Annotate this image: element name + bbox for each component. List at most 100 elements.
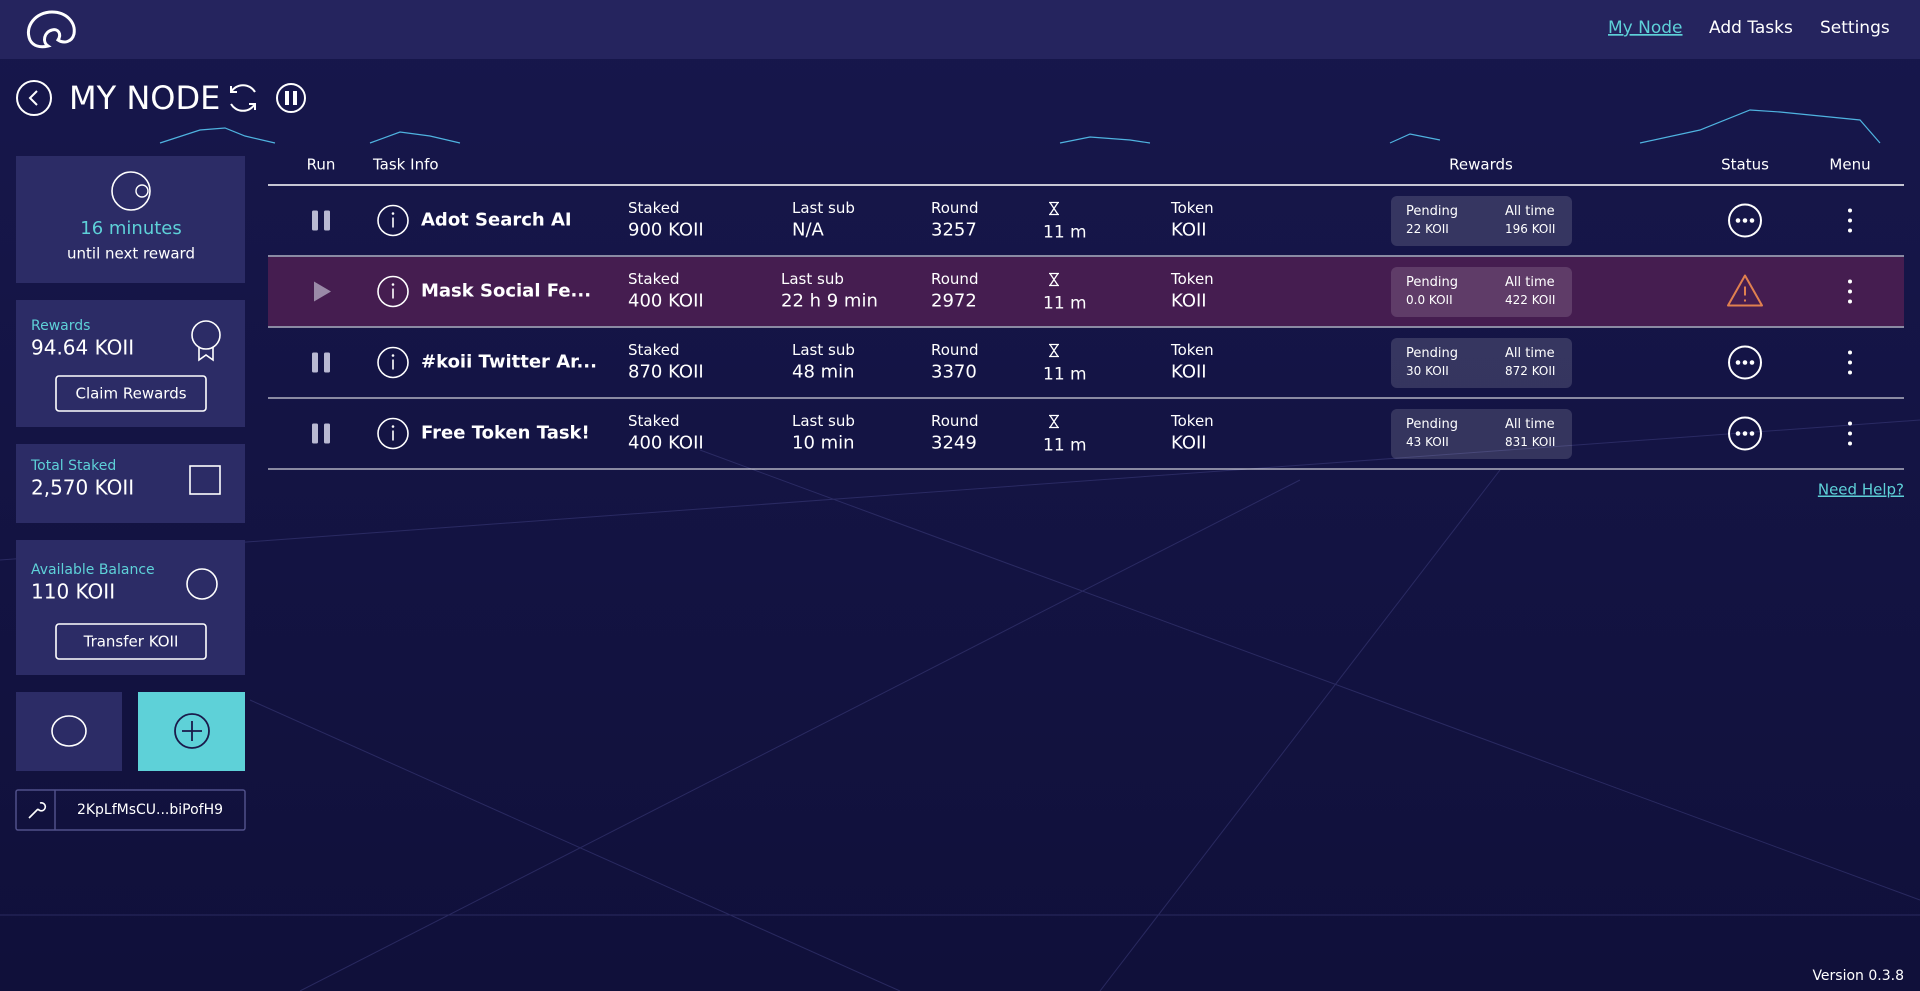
info-icon[interactable] [377,346,409,379]
pause-bar[interactable] [312,352,318,373]
nav-link[interactable]: My Node [1608,18,1683,38]
column-header: Rewards [1449,156,1513,174]
status-icon[interactable] [1728,203,1762,238]
pause-all-button[interactable] [276,83,306,113]
rewards-value: 94.64 KOII [31,336,134,360]
timer-value: 11 m [1043,436,1087,456]
add-icon-plus [182,721,202,741]
status-icon[interactable] [1728,345,1762,380]
staked-label: Staked [628,270,680,288]
back-button[interactable] [16,80,52,116]
claim-rewards-button[interactable] [55,375,207,412]
help-link[interactable]: Need Help? [1818,481,1904,499]
menu-dot[interactable] [1848,218,1852,223]
menu-dot[interactable] [1848,279,1852,284]
rewards-box [1391,267,1572,317]
last-sub-label: Last sub [792,341,855,359]
menu-dot[interactable] [1848,208,1852,213]
column-header: Run [307,156,336,174]
claim-rewards-label[interactable]: Claim Rewards [75,385,186,403]
menu-dot[interactable] [1848,431,1852,436]
token-value: KOII [1171,291,1207,312]
page-title: MY NODE [69,79,220,117]
mountain-lines [159,109,1881,144]
back-arrow [28,90,38,106]
timer-icon-dot [135,184,149,198]
status-dot [1742,218,1748,223]
pause-bar[interactable] [324,352,330,373]
column-header: Menu [1829,156,1870,174]
last-sub-value: 10 min [792,433,855,454]
status-dot [1742,431,1748,436]
timer-icon [111,171,151,211]
all-time-label: All time [1505,275,1555,290]
staked-value: 900 KOII [628,220,704,241]
info-icon[interactable] [377,204,409,237]
status-dot [1749,218,1755,223]
key-icon[interactable] [28,801,47,819]
round-label: Round [931,270,978,288]
menu-dot[interactable] [1848,350,1852,355]
info-dot [391,212,395,215]
timer-value: 11 m [1043,365,1087,385]
warning-icon[interactable] [1727,274,1763,307]
hourglass-icon [1049,272,1059,287]
staked-icon [189,465,221,495]
column-header: Status [1721,156,1769,174]
all-time-label: All time [1505,346,1555,361]
info-icon[interactable] [377,417,409,450]
logo[interactable] [27,10,76,49]
delegate-button[interactable] [16,692,122,771]
task-name: Mask Social Fe... [421,281,591,302]
token-label: Token [1170,199,1214,217]
staked-value: 2,570 KOII [31,476,134,500]
nav-link[interactable]: Settings [1820,18,1890,38]
menu-dot[interactable] [1848,228,1852,233]
menu-dot[interactable] [1848,289,1852,294]
menu-dot[interactable] [1848,370,1852,375]
rewards-icon [191,320,221,350]
token-value: KOII [1171,220,1207,241]
last-sub-value: N/A [792,220,825,241]
menu-dot[interactable] [1848,441,1852,446]
task-name: Free Token Task! [421,423,590,444]
staked-label: Staked [628,199,680,217]
status-dot [1735,431,1741,436]
address-box [15,789,246,831]
status-dot [1749,431,1755,436]
staked-value: 870 KOII [628,362,704,383]
info-dot [391,354,395,357]
token-label: Token [1170,270,1214,288]
delegate-icon [51,715,87,747]
balance-icon [186,568,218,600]
menu-dot[interactable] [1848,360,1852,365]
refresh-button[interactable] [230,84,256,112]
all-time-value: 831 KOII [1505,435,1555,449]
transfer-button[interactable] [55,623,207,660]
token-label: Token [1170,412,1214,430]
pause-bar[interactable] [312,210,318,231]
info-icon[interactable] [377,275,409,308]
balance-value: 110 KOII [31,580,115,604]
staked-value: 400 KOII [628,433,704,454]
play-button[interactable] [314,281,331,302]
round-value: 2972 [931,291,977,312]
menu-dot[interactable] [1848,421,1852,426]
hourglass-icon [1049,201,1059,216]
pause-bar[interactable] [312,423,318,444]
token-value: KOII [1171,362,1207,383]
transfer-label[interactable]: Transfer KOII [83,633,179,651]
pause-bar[interactable] [324,210,330,231]
round-value: 3249 [931,433,977,454]
status-icon[interactable] [1728,416,1762,451]
pending-value: 22 KOII [1406,222,1449,236]
all-time-value: 422 KOII [1505,293,1555,307]
menu-dot[interactable] [1848,299,1852,304]
nav-link[interactable]: Add Tasks [1709,18,1793,38]
task-name: #koii Twitter Ar... [421,352,597,373]
pending-label: Pending [1406,204,1458,219]
pending-label: Pending [1406,346,1458,361]
staked-value: 400 KOII [628,291,704,312]
wallet-address[interactable]: 2KpLfMsCU...biPofH9 [77,802,223,818]
pause-bar[interactable] [324,423,330,444]
